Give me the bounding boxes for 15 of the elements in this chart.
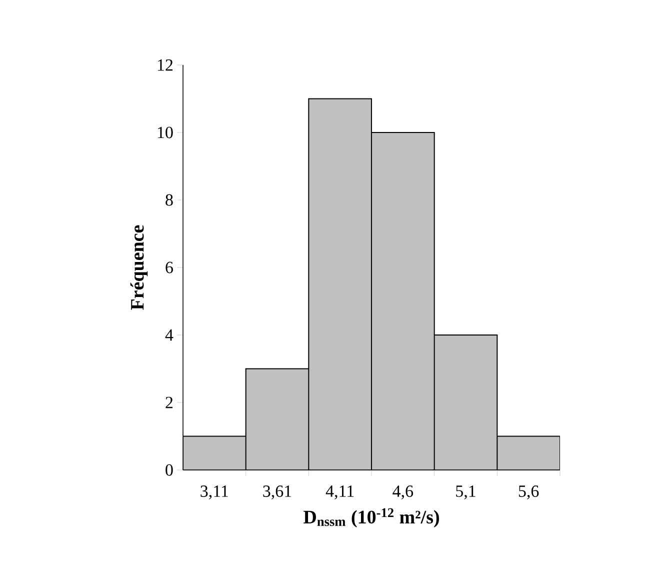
y-tick-label: 2: [166, 396, 173, 408]
x-tick-label: 4,11: [326, 486, 354, 500]
x-tick-label: 5,1: [456, 486, 476, 500]
x-tick-label: 3,11: [200, 486, 228, 500]
y-tick-label: 6: [166, 262, 173, 274]
x-axis-title: D$_{nssm}$ (10$^{-12}$ m²/s): [304, 508, 439, 528]
y-tick-label: 8: [166, 194, 173, 206]
x-tick-label: 5,6: [518, 486, 539, 500]
y-tick-label: 0: [166, 464, 173, 476]
y-tick-label: 12: [158, 59, 173, 71]
y-tick-label: 10: [158, 126, 173, 138]
y-axis-title: Fréquence: [130, 225, 148, 310]
x-tick-label: 3,61: [263, 486, 292, 500]
x-tick-label: 4,6: [392, 486, 414, 500]
y-tick-label: 4: [165, 329, 174, 341]
